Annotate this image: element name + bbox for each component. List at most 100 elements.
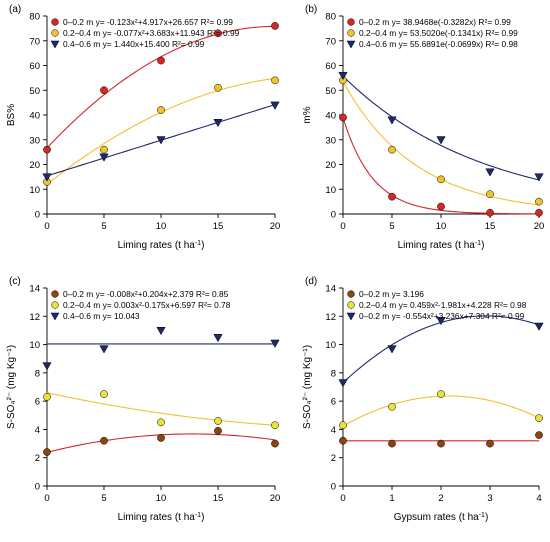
data-point-series-1 xyxy=(388,145,396,154)
y-axis-label: S-SO₄²⁻ (mg Kg⁻¹) xyxy=(302,345,313,429)
legend-entry: 0.4–0.6 m y= 55.6891e(-0.0699x) R²= 0.98 xyxy=(359,39,518,49)
y-axis-label: m% xyxy=(302,106,313,123)
y-tick-label: 4 xyxy=(35,425,40,436)
x-tick-label: 15 xyxy=(213,493,224,504)
y-tick-label: 50 xyxy=(325,86,336,97)
x-tick-label: 10 xyxy=(156,493,167,504)
legend-entry: 0–0.2 m y= 38.9468e(-0.3282x) R²= 0.99 xyxy=(359,17,511,27)
x-tick-label: 20 xyxy=(534,221,545,232)
data-point-series-0 xyxy=(43,145,51,154)
data-point-series-1 xyxy=(100,390,108,398)
x-tick-label: 0 xyxy=(340,493,345,504)
panel-0: 0 10 20 30 40 50 60 70 80 0 5 10 15 20 Liming rates (t… xyxy=(6,4,280,251)
y-tick-label: 6 xyxy=(331,397,336,408)
legend-marker xyxy=(347,18,355,26)
data-point-series-0 xyxy=(535,208,543,217)
legend-marker xyxy=(51,290,59,298)
x-tick-label: 15 xyxy=(485,221,496,232)
fit-line-series-1 xyxy=(46,392,276,426)
y-tick-label: 60 xyxy=(29,61,40,72)
data-point-series-0 xyxy=(157,434,165,442)
data-point-series-2 xyxy=(534,173,544,182)
panel-tag: (b) xyxy=(305,4,317,15)
data-point-series-2 xyxy=(42,173,52,182)
y-tick-label: 30 xyxy=(325,135,336,146)
legend-marker xyxy=(347,301,355,309)
data-point-series-0 xyxy=(100,86,108,95)
data-point-series-1 xyxy=(535,197,543,206)
data-point-series-1 xyxy=(157,418,165,427)
y-tick-label: 70 xyxy=(325,36,336,47)
y-tick-label: 70 xyxy=(29,36,40,47)
legend-entry: 0–0.2 m y= -0.554x²+3.236x+7.304 R²= 0.9… xyxy=(359,311,525,321)
legend-entry: 0.2–0.4 m y= 53.5020e(-0.1341x) R²= 0.99 xyxy=(359,28,518,38)
data-point-series-2 xyxy=(270,101,280,110)
legend-marker xyxy=(346,312,356,321)
legend-entry: 0.2–0.4 m y= 0.459x²-1.981x+4.228 R²= 0.… xyxy=(359,300,527,310)
data-point-series-2 xyxy=(485,168,495,177)
data-point-series-2 xyxy=(387,116,397,125)
data-point-series-1 xyxy=(271,76,279,85)
y-tick-label: 14 xyxy=(29,284,40,295)
data-point-series-0 xyxy=(437,202,445,211)
panel-tag: (c) xyxy=(9,276,21,287)
x-tick-label: 5 xyxy=(101,221,106,232)
x-tick-label: 3 xyxy=(487,493,492,504)
legend-marker xyxy=(347,29,355,37)
fit-line-series-1 xyxy=(342,395,540,427)
y-tick-label: 14 xyxy=(325,284,336,295)
data-point-series-0 xyxy=(214,29,222,38)
legend-marker xyxy=(50,312,60,321)
data-point-series-1 xyxy=(43,393,51,401)
data-point-series-0 xyxy=(214,426,222,435)
data-point-series-1 xyxy=(486,190,494,199)
legend-entry: 0–0.2 m y= -0.123x²+4.917x+26.657 R²= 0.… xyxy=(63,17,233,27)
panel-tag: (d) xyxy=(305,276,317,287)
legend-entry: 0.4–0.6 m y= 10.043 xyxy=(63,311,140,321)
y-tick-label: 2 xyxy=(331,453,336,464)
x-tick-label: 15 xyxy=(213,221,224,232)
legend-marker xyxy=(347,290,355,298)
data-point-series-2 xyxy=(270,339,280,348)
y-axis-label: S-SO₄²⁻ (mg Kg⁻¹) xyxy=(6,345,17,429)
data-point-series-0 xyxy=(339,113,347,122)
data-point-series-1 xyxy=(157,106,165,114)
x-tick-label: 0 xyxy=(44,221,49,232)
legend-entry: 0.2–0.4 m y= 0.003x²-0.175x+6.597 R²= 0.… xyxy=(63,300,231,310)
x-tick-label: 1 xyxy=(389,493,394,504)
data-point-series-0 xyxy=(43,448,51,456)
y-tick-label: 0 xyxy=(331,482,336,493)
data-point-series-2 xyxy=(99,153,109,162)
y-tick-label: 20 xyxy=(325,160,336,171)
data-point-series-0 xyxy=(271,22,279,30)
y-tick-label: 4 xyxy=(331,425,336,436)
legend-marker xyxy=(51,18,59,26)
fit-line-series-2 xyxy=(342,75,540,181)
y-tick-label: 40 xyxy=(29,111,40,122)
data-point-series-2 xyxy=(338,379,348,388)
data-point-series-1 xyxy=(535,414,543,422)
y-tick-label: 80 xyxy=(325,12,336,23)
x-tick-label: 5 xyxy=(101,493,106,504)
data-point-series-0 xyxy=(339,436,347,445)
y-axis-label: BS% xyxy=(6,104,17,126)
y-tick-label: 10 xyxy=(325,340,336,351)
y-tick-label: 60 xyxy=(325,61,336,72)
legend-entry: 0.2–0.4 m y= -0.077x²+3.683x+11.943 R²= … xyxy=(63,28,240,38)
x-tick-label: 4 xyxy=(536,493,541,504)
data-point-series-0 xyxy=(486,439,494,448)
y-tick-label: 10 xyxy=(29,185,40,196)
y-tick-label: 20 xyxy=(29,160,40,171)
legend-entry: 0–0.2 m y= 3.196 xyxy=(359,289,424,299)
data-point-series-0 xyxy=(157,56,165,65)
y-tick-label: 8 xyxy=(331,368,336,379)
y-tick-label: 0 xyxy=(35,210,40,221)
data-point-series-0 xyxy=(388,439,396,448)
x-axis-label: Liming rates (t ha-1) xyxy=(118,512,205,524)
data-point-series-1 xyxy=(339,421,347,430)
data-point-series-1 xyxy=(388,402,396,411)
y-tick-label: 8 xyxy=(35,368,40,379)
data-point-series-2 xyxy=(213,118,223,128)
data-point-series-2 xyxy=(436,317,446,326)
